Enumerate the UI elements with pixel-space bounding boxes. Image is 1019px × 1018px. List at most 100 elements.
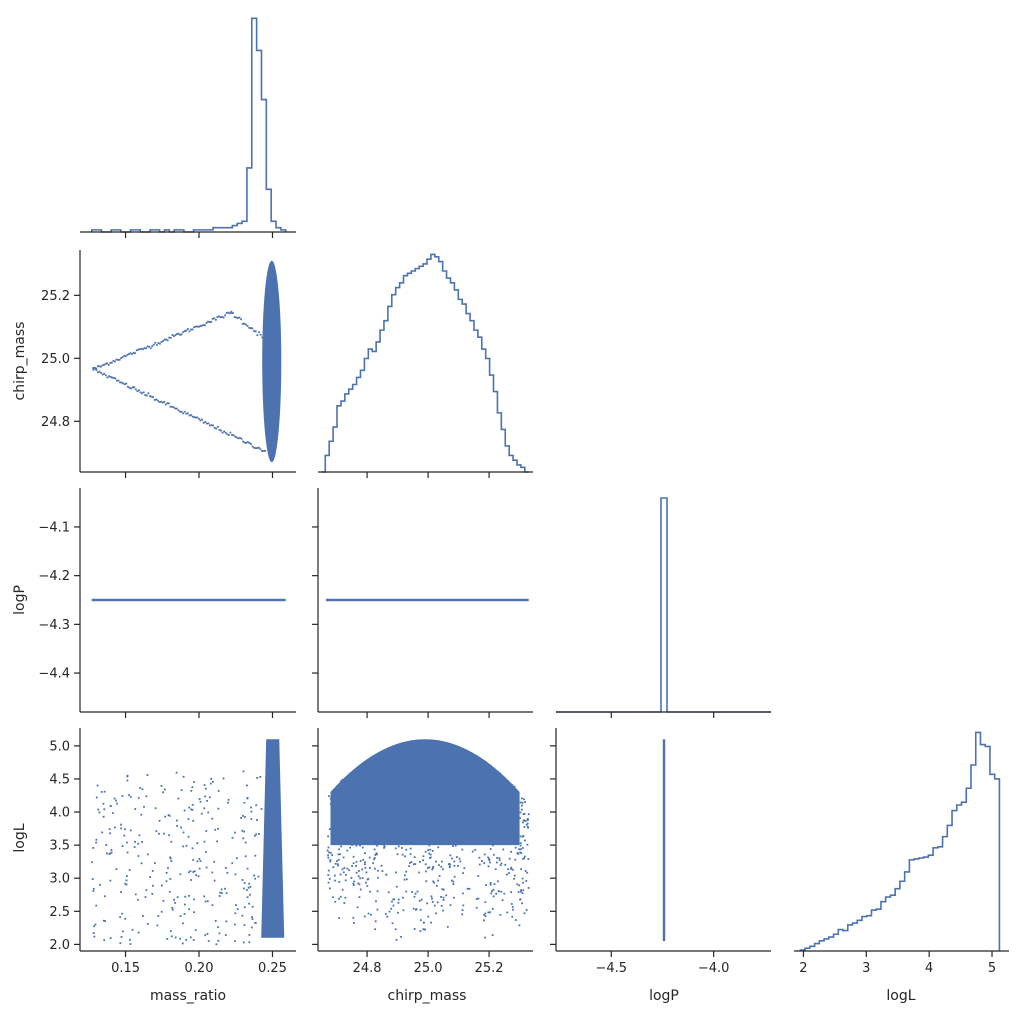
scatter-point [343, 814, 346, 817]
scatter-point [500, 862, 503, 865]
scatter-point [191, 803, 194, 806]
scatter-point [428, 866, 431, 869]
scatter-point [343, 785, 346, 787]
scatter-point [345, 873, 347, 876]
scatter-point [192, 939, 195, 941]
scatter-point [207, 320, 209, 323]
scatter-point [127, 385, 129, 388]
scatter-point [188, 806, 191, 809]
scatter-point [327, 874, 330, 876]
scatter-point [462, 778, 465, 781]
scatter-point [260, 808, 263, 810]
scatter-point [374, 928, 377, 931]
scatter-point [394, 794, 397, 797]
scatter-point [523, 857, 525, 860]
scatter-point [507, 785, 510, 787]
scatter-point [374, 867, 376, 870]
scatter-point [510, 791, 513, 793]
scatter-point [453, 801, 455, 804]
scatter-point [215, 943, 218, 946]
scatter-point [368, 856, 371, 859]
scatter-point [331, 796, 334, 798]
scatter-point [409, 847, 412, 850]
scatter-point [489, 816, 492, 818]
scatter-point [164, 403, 167, 406]
scatter-point [242, 440, 244, 443]
scatter-point [216, 425, 219, 428]
scatter-point [251, 905, 254, 908]
scatter-point [330, 806, 333, 809]
scatter-point [377, 820, 380, 823]
scatter-point [187, 818, 190, 820]
scatter-point [355, 871, 358, 874]
scatter-point [348, 840, 351, 843]
scatter-point [384, 833, 387, 836]
scatter-point [395, 885, 398, 888]
scatter-point [394, 798, 397, 801]
scatter-point [137, 842, 140, 845]
scatter-point [185, 412, 188, 415]
scatter-point [483, 838, 486, 840]
scatter-point [477, 784, 480, 787]
scatter-point [349, 829, 352, 832]
scatter-point [445, 774, 448, 777]
scatter-point [468, 887, 471, 890]
scatter-point [134, 352, 137, 355]
scatter-point [185, 329, 188, 332]
scatter-point [500, 776, 503, 779]
scatter-point [162, 899, 165, 902]
scatter-point [221, 316, 223, 318]
scatter-point [144, 896, 147, 898]
scatter-point [259, 333, 262, 336]
scatter-point [100, 791, 103, 793]
scatter-point [341, 811, 344, 814]
scatter-point [432, 822, 434, 824]
scatter-point [524, 801, 527, 803]
scatter-point [435, 825, 437, 828]
scatter-point [176, 333, 178, 335]
scatter-point [198, 857, 201, 860]
scatter-point [361, 837, 364, 840]
scatter-point [121, 356, 124, 359]
scatter-point [485, 790, 487, 793]
scatter-point [211, 904, 214, 907]
scatter-point [415, 784, 418, 786]
scatter-point [397, 780, 399, 783]
scatter-point [392, 840, 395, 842]
scatter-point [486, 820, 489, 822]
scatter-point [101, 364, 104, 367]
scatter-point [354, 782, 356, 785]
scatter-point [440, 836, 443, 839]
scatter-point [249, 327, 252, 329]
scatter-point [509, 786, 512, 789]
scatter-point [192, 819, 195, 822]
scatter-point [509, 824, 512, 827]
scatter-point [214, 920, 217, 922]
scatter-point [516, 883, 519, 886]
scatter-point [405, 825, 407, 828]
scatter-point [183, 809, 186, 812]
scatter-point [357, 799, 360, 802]
scatter-point [213, 317, 216, 320]
scatter-point [412, 814, 415, 817]
scatter-point [186, 412, 189, 415]
scatter-point [334, 811, 337, 814]
scatter-point [192, 859, 195, 861]
scatter-point [168, 336, 171, 339]
scatter-point [513, 877, 515, 880]
x-tick-label: −4.0 [698, 961, 730, 976]
scatter-point [475, 897, 478, 900]
scatter-point [203, 784, 206, 786]
scatter-point [468, 829, 471, 832]
scatter-point [189, 870, 192, 873]
scatter-point [234, 873, 237, 876]
scatter-point [189, 936, 192, 939]
scatter-point [383, 798, 385, 801]
scatter-point [244, 816, 246, 818]
scatter-point [241, 879, 244, 881]
scatter-point [385, 811, 387, 814]
scatter-point [469, 795, 472, 798]
x-tick-label: 0.25 [258, 961, 287, 976]
scatter-point [143, 347, 146, 349]
scatter-point [102, 919, 105, 922]
